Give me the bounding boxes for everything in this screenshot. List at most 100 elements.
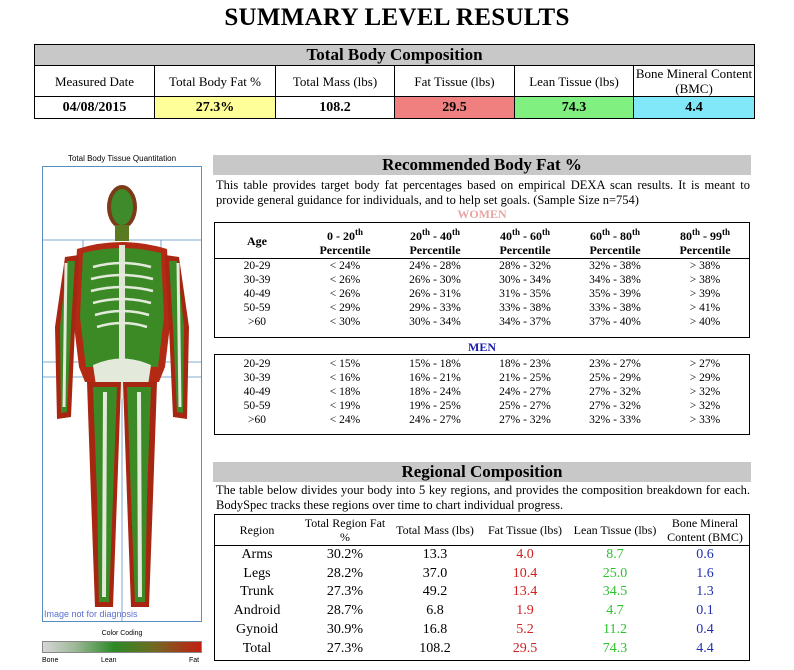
regional-cell: 13.4 [512, 584, 538, 600]
women-cell: 34% - 38% [589, 274, 641, 286]
regional-cell: 11.2 [603, 621, 627, 637]
regional-cell: 29.5 [512, 640, 538, 656]
regional-cell: 0.6 [696, 547, 714, 562]
total-body-header: Total Body Composition [33, 44, 756, 66]
women-cell: > 38% [689, 260, 721, 272]
men-cell: 25% - 29% [589, 372, 641, 384]
women-cell: > 41% [689, 302, 721, 314]
scan-title: Total Body Tissue Quantitation [67, 154, 177, 163]
color-coding-bar [42, 641, 202, 653]
col-percentile: 80th - 99th Percentile [679, 227, 731, 257]
regional-cell: 6.8 [426, 603, 444, 619]
men-cell: < 16% [329, 372, 361, 384]
regional-col: Fat Tissue (lbs) [487, 523, 563, 537]
women-cell: 28% - 32% [499, 260, 551, 272]
regional-cell: 1.6 [696, 565, 714, 581]
tbc-label: Fat Tissue (lbs) [394, 65, 515, 97]
women-row: 20-29 < 24% 24% - 28% 28% - 32% 32% - 38% > 3… [214, 258, 750, 274]
regional-cell: 13.3 [422, 547, 448, 562]
total-body-composition-table: Total Body Composition Measured Date Tota… [33, 44, 756, 119]
regional-cell: 34.5 [602, 584, 628, 600]
regional-col: Total Mass (lbs) [396, 523, 474, 537]
men-cell: > 27% [689, 358, 721, 370]
regional-col: Bone Mineral Content (BMC) [667, 516, 743, 544]
men-cell: 32% - 33% [589, 414, 641, 426]
women-cell: 34% - 37% [499, 316, 551, 328]
tbc-value: 27.3% [154, 96, 276, 119]
regional-cell: 1.3 [696, 584, 714, 600]
men-table-box [214, 354, 750, 435]
men-row: >60 < 24% 24% - 27% 27% - 32% 32% - 33% > 33% [214, 413, 750, 427]
regional-cell: 4.0 [516, 547, 534, 562]
tbc-label: Bone Mineral Content (BMC) [632, 65, 756, 97]
men-row: 30-39 < 16% 16% - 21% 21% - 25% 25% - 29% > 2… [214, 371, 750, 385]
regional-cell: 49.2 [422, 584, 448, 600]
men-cell: 27% - 32% [589, 386, 641, 398]
women-cell: 26% - 30% [409, 274, 461, 286]
men-cell: 15% - 18% [409, 358, 461, 370]
regional-cell: 30.2% [326, 547, 364, 562]
men-cell: 25% - 27% [499, 400, 551, 412]
women-cell: < 26% [329, 274, 361, 286]
body-scan-graphic [43, 185, 201, 621]
col-percentile: 40th - 60th Percentile [499, 227, 551, 257]
women-cell: > 39% [689, 288, 721, 300]
men-cell: 19% - 25% [409, 400, 461, 412]
women-row: 30-39 < 26% 26% - 30% 30% - 34% 34% - 38% > 3… [214, 273, 750, 287]
body-scan-image [42, 166, 202, 622]
women-cell: 33% - 38% [589, 302, 641, 314]
tbc-label: Total Body Fat % [154, 65, 276, 97]
women-table-box [214, 222, 750, 338]
men-cell: 27% - 32% [589, 400, 641, 412]
tbc-value: 4.4 [632, 96, 756, 119]
men-cell: < 19% [329, 400, 361, 412]
regional-row: Gynoid 30.9% 16.8 5.2 11.2 0.4 [214, 621, 750, 640]
men-cell: 16% - 21% [409, 372, 461, 384]
regional-col: Region [239, 523, 275, 537]
women-cell: >60 [248, 316, 266, 328]
women-table: Age 0 - 20th Percentile 20th - 40th Percenti… [214, 224, 750, 329]
tick-lean: Lean [101, 657, 117, 664]
women-cell: 26% - 31% [409, 288, 461, 300]
women-cell: 20-29 [243, 260, 271, 272]
men-row: 20-29 < 15% 15% - 18% 18% - 23% 23% - 27% > 2… [214, 357, 750, 371]
tbc-label: Measured Date [34, 65, 155, 97]
regional-cell: 10.4 [512, 565, 538, 581]
tbc-value: 29.5 [394, 96, 515, 119]
women-cell: 33% - 38% [499, 302, 551, 314]
women-cell: < 30% [329, 316, 361, 328]
regional-table: Region Total Region Fat % Total Mass (lbs)… [214, 515, 750, 658]
regional-cell: Gynoid [236, 621, 278, 637]
regional-cell: 28.7% [326, 603, 364, 619]
regional-cell: 37.0 [422, 565, 448, 581]
men-cell: 20-29 [243, 358, 271, 370]
men-cell: 27% - 32% [499, 414, 551, 426]
recommended-header: Recommended Body Fat % [213, 155, 751, 175]
regional-cell: Android [233, 603, 281, 619]
men-cell: > 29% [689, 372, 721, 384]
regional-description: The table below divides your body into 5… [216, 483, 750, 512]
regional-cell: 4.4 [696, 640, 714, 656]
tick-bone: Bone [42, 657, 59, 664]
men-cell: 21% - 25% [499, 372, 551, 384]
women-cell: 30% - 34% [409, 316, 461, 328]
men-cell: 40-49 [243, 386, 271, 398]
men-cell: < 24% [329, 414, 361, 426]
women-row: 40-49 < 26% 26% - 31% 31% - 35% 35% - 39% > 3… [214, 287, 750, 301]
regional-cell: 0.4 [696, 621, 714, 637]
women-cell: 35% - 39% [589, 288, 641, 300]
page-title: SUMMARY LEVEL RESULTS [224, 4, 570, 31]
col-age: Age [247, 234, 267, 248]
women-cell: 24% - 28% [409, 260, 461, 272]
regional-row: Total 27.3% 108.2 29.5 74.3 4.4 [214, 640, 750, 659]
men-cell: 23% - 27% [589, 358, 641, 370]
women-cell: 31% - 35% [499, 288, 551, 300]
tbc-value: 74.3 [514, 96, 634, 119]
regional-cell: 28.2% [326, 565, 364, 581]
regional-col: Total Region Fat % [304, 516, 386, 544]
regional-table-box [214, 514, 750, 661]
regional-header: Regional Composition [213, 462, 751, 482]
regional-cell: 1.9 [516, 603, 534, 619]
regional-cell: 16.8 [422, 621, 448, 637]
women-row: 50-59 < 29% 29% - 33% 33% - 38% 33% - 38% > 4… [214, 301, 750, 315]
